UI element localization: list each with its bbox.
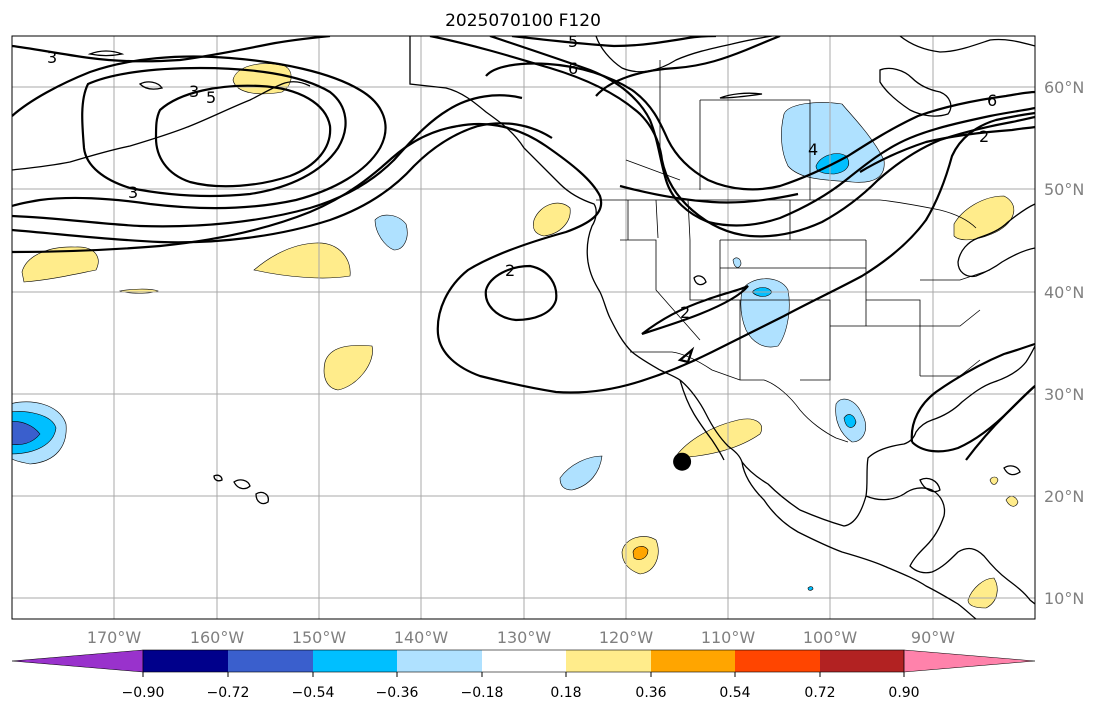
colorbar-tick-label: −0.36 <box>376 685 419 701</box>
contour-label: 3 <box>189 82 199 101</box>
coastlines <box>12 36 1035 619</box>
positive-anomaly-area <box>533 202 571 237</box>
contour-label: 5 <box>206 88 216 107</box>
lat-tick-label: 10°N <box>1044 589 1084 608</box>
positive-anomaly-area <box>967 577 998 609</box>
colorbar-segment <box>228 650 313 672</box>
negative-anomaly-area <box>732 257 742 268</box>
colorbar-tick-label: −0.54 <box>292 685 335 701</box>
colorbar-tick-label: 0.90 <box>888 685 919 701</box>
negative-anomaly-area <box>781 102 885 183</box>
negative-anomaly-area <box>740 278 790 348</box>
lon-tick-label: 150°W <box>292 628 347 647</box>
lat-tick-label: 40°N <box>1044 283 1084 302</box>
contour-labels: 3 3 5 6 3 5 6 4 2 2 2 <box>47 32 997 322</box>
lon-tick-label: 170°W <box>87 628 142 647</box>
negative-anomaly-area <box>559 455 603 491</box>
lon-tick-label: 160°W <box>190 628 245 647</box>
colorbar-tick-label: 0.54 <box>719 685 750 701</box>
positive-anomaly-area <box>253 242 351 279</box>
contour-label: 3 <box>128 183 138 202</box>
colorbar-segment <box>143 650 228 672</box>
colorbar: −0.90 −0.72 −0.54 −0.36 −0.18 0.18 0.36 … <box>11 649 1036 701</box>
lat-tick-label: 60°N <box>1044 78 1084 97</box>
contour-label: 4 <box>808 140 818 159</box>
lon-tick-label: 100°W <box>803 628 858 647</box>
colorbar-tick-label: −0.18 <box>461 685 504 701</box>
colorbar-extend-low <box>11 649 144 673</box>
colorbar-segment <box>482 650 566 672</box>
colorbar-segment <box>651 650 735 672</box>
positive-anomaly-area <box>675 418 762 459</box>
contour-label: 6 <box>568 59 578 78</box>
contour-label: 5 <box>568 32 578 51</box>
colorbar-segment <box>735 650 820 672</box>
contour-label: 6 <box>987 91 997 110</box>
negative-anomaly-area <box>843 414 857 428</box>
gridlines <box>12 36 1035 619</box>
negative-anomaly-area <box>807 586 814 591</box>
lat-tick-label: 30°N <box>1044 385 1084 404</box>
map-frame <box>11 35 1036 620</box>
lat-tick-label: 50°N <box>1044 180 1084 199</box>
colorbar-extend-high <box>903 649 1036 673</box>
lon-tick-label: 120°W <box>599 628 654 647</box>
colorbar-tick-label: −0.72 <box>207 685 250 701</box>
longitude-tick-labels: 170°W 160°W 150°W 140°W 130°W 120°W 110°… <box>87 628 955 647</box>
colorbar-tick-label: 0.18 <box>550 685 581 701</box>
borders <box>409 36 991 443</box>
lon-tick-label: 90°W <box>911 628 955 647</box>
positive-anomaly-area <box>632 546 649 560</box>
colorbar-tick-label: 0.36 <box>635 685 666 701</box>
map-title: 2025070100 F120 <box>445 11 601 31</box>
positive-anomaly-area <box>21 246 99 283</box>
colorbar-tick-label: 0.72 <box>804 685 835 701</box>
lon-tick-label: 110°W <box>701 628 756 647</box>
negative-anomaly-area <box>12 421 41 445</box>
lon-tick-label: 140°W <box>394 628 449 647</box>
positive-anomaly-area <box>1005 496 1019 507</box>
positive-anomaly-area <box>989 476 999 485</box>
contour-lines <box>12 36 1035 461</box>
colorbar-segment <box>820 650 904 672</box>
contour-label: 2 <box>979 127 989 146</box>
contour-label: 2 <box>680 303 690 322</box>
colorbar-segment <box>397 650 482 672</box>
colorbar-segment <box>566 650 651 672</box>
colorbar-frame <box>142 649 905 673</box>
colorbar-tick-label: −0.90 <box>122 685 165 701</box>
location-marker <box>673 452 692 471</box>
negative-anomaly-area <box>374 214 408 251</box>
contour-label: 2 <box>505 261 515 280</box>
lon-tick-label: 130°W <box>497 628 552 647</box>
positive-anomaly-area <box>323 345 373 391</box>
colorbar-segment <box>313 650 397 672</box>
lat-tick-label: 20°N <box>1044 487 1084 506</box>
contour-label: 3 <box>47 48 57 67</box>
latitude-tick-labels: 10°N 20°N 30°N 40°N 50°N 60°N <box>1044 78 1084 608</box>
